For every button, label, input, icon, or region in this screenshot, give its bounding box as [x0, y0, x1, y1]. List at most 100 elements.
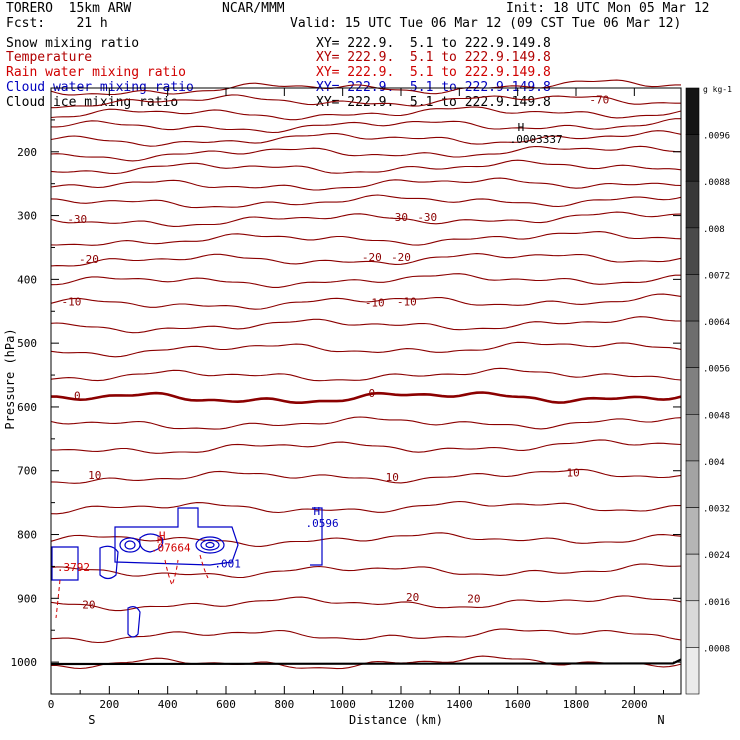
colorbar-swatch	[685, 320, 700, 368]
isotherm-label: 10	[88, 469, 101, 482]
isotherm-label: -10	[61, 296, 81, 309]
north-label: N	[657, 713, 664, 727]
south-label: S	[88, 713, 95, 727]
rain-water-contour	[199, 554, 209, 579]
isotherm-line	[50, 367, 682, 382]
surface-line	[50, 658, 682, 666]
colorbar-swatch	[685, 134, 700, 182]
isotherm-line	[50, 439, 682, 454]
colorbar-tick-label: .004	[703, 458, 725, 468]
legend-rain-label: Rain water mixing ratio	[6, 65, 187, 80]
isotherm-label: -10	[365, 296, 385, 309]
colorbar-swatch	[685, 507, 700, 555]
isotherm-label: -20	[79, 253, 99, 266]
isotherm-line	[50, 500, 682, 515]
isotherm-line	[50, 94, 681, 109]
isotherm-line	[50, 211, 682, 227]
colorbar-swatch	[685, 180, 700, 229]
colorbar-tick-label: .0032	[703, 505, 730, 515]
cloud-water-contour	[119, 537, 141, 553]
colorbar-unit: g kg-1	[703, 85, 732, 94]
y-axis-label: Pressure (hPa)	[3, 328, 17, 429]
x-tick-label: 1000	[329, 698, 356, 711]
isotherm-label: 20	[467, 592, 480, 605]
isotherm-line	[50, 468, 682, 484]
maximum-value: .07664	[151, 541, 191, 554]
valid-time: Valid: 15 UTC Tue 06 Mar 12 (09 CST Tue …	[290, 16, 682, 31]
colorbar-swatch	[685, 414, 700, 462]
isotherm-line	[50, 177, 682, 191]
contour-value-label: .001	[214, 558, 241, 571]
isotherm-line	[50, 145, 682, 162]
isotherm-line	[50, 563, 682, 579]
isotherm-label: -30	[67, 213, 87, 226]
rain-max-marker: H	[157, 536, 162, 546]
colorbar-tick-label: .0064	[703, 318, 730, 328]
isotherm-line	[50, 273, 681, 288]
colorbar-tick-label: .0088	[703, 178, 730, 188]
isotherm-line	[50, 253, 682, 267]
cloud-contours: H	[51, 507, 323, 638]
forecast-hour: Fcst: 21 h	[6, 16, 108, 31]
isotherm-line	[50, 79, 681, 96]
colorbar-tick-label: .0072	[703, 271, 730, 281]
isotherm-group	[50, 79, 682, 670]
legend-temperature-xy: XY= 222.9. 5.1 to 222.9.149.8	[316, 50, 551, 65]
isotherm-label: -70	[589, 93, 609, 106]
x-tick-label: 200	[99, 698, 119, 711]
isotherm-label: -20	[362, 251, 382, 264]
y-tick-label: 800	[17, 529, 37, 542]
y-tick-label: 600	[17, 401, 37, 414]
center-title: NCAR/MMM	[222, 1, 285, 16]
colorbar-swatch	[685, 227, 700, 275]
cloud-water-contour	[124, 540, 136, 550]
colorbar-swatch	[685, 367, 700, 415]
colorbar-swatch	[685, 600, 700, 648]
isotherm-line	[50, 341, 682, 358]
legend-temperature-label: Temperature	[6, 50, 93, 65]
isotherm-line	[50, 231, 682, 246]
isotherm-label: 20	[406, 591, 419, 604]
plot-frame	[50, 87, 682, 695]
x-tick-label: 1800	[563, 698, 590, 711]
colorbar-tick-label: .0056	[703, 365, 730, 375]
isotherm-line	[50, 416, 682, 430]
isotherm-label: -20	[391, 251, 411, 264]
cloud-water-contour	[114, 507, 239, 566]
contour-value-label: .3792	[57, 561, 90, 574]
isotherm-label: -30	[388, 211, 408, 224]
maximum-marker: H	[159, 529, 166, 542]
colorbar-swatch	[685, 647, 700, 695]
maximum-marker: H	[518, 121, 525, 134]
colorbar-swatch	[685, 274, 700, 322]
isotherm-label: 20	[82, 599, 95, 612]
maximum-value: .0596	[306, 517, 339, 530]
cloud-water-contour	[99, 545, 119, 580]
colorbar-swatch	[685, 553, 700, 602]
isotherm-line	[50, 595, 682, 612]
isotherm-label: -10	[397, 296, 417, 309]
isotherm-line	[50, 130, 682, 147]
isotherm-line	[50, 655, 682, 670]
x-tick-label: 1400	[446, 698, 473, 711]
legend-snow-label: Snow mixing ratio	[6, 36, 140, 51]
chart-labels: -70 -30 -30 -30 -20 -20 -20 -10 -10 -10 0 0 10 10 10 20…	[57, 93, 609, 611]
isotherm-line	[50, 628, 682, 644]
maximum-marker: H	[314, 505, 321, 518]
isotherm-line	[50, 106, 682, 121]
isotherm-label: 10	[386, 471, 399, 484]
x-tick-label: 0	[48, 698, 55, 711]
cloud-water-contour	[205, 541, 215, 549]
x-tick-label: 600	[216, 698, 236, 711]
isotherm-line	[50, 532, 682, 547]
y-tick-label: 300	[17, 210, 37, 223]
x-tick-label: 1600	[504, 698, 531, 711]
cloud-water-contour	[51, 546, 79, 581]
isotherm-line	[50, 293, 682, 310]
isotherm-line	[51, 391, 682, 404]
isotherm-label: 0	[74, 389, 81, 402]
init-time: Init: 18 UTC Mon 05 Mar 12	[506, 1, 710, 16]
colorbar-tick-label: .0008	[703, 644, 730, 654]
cloud-water-contour	[127, 606, 141, 638]
